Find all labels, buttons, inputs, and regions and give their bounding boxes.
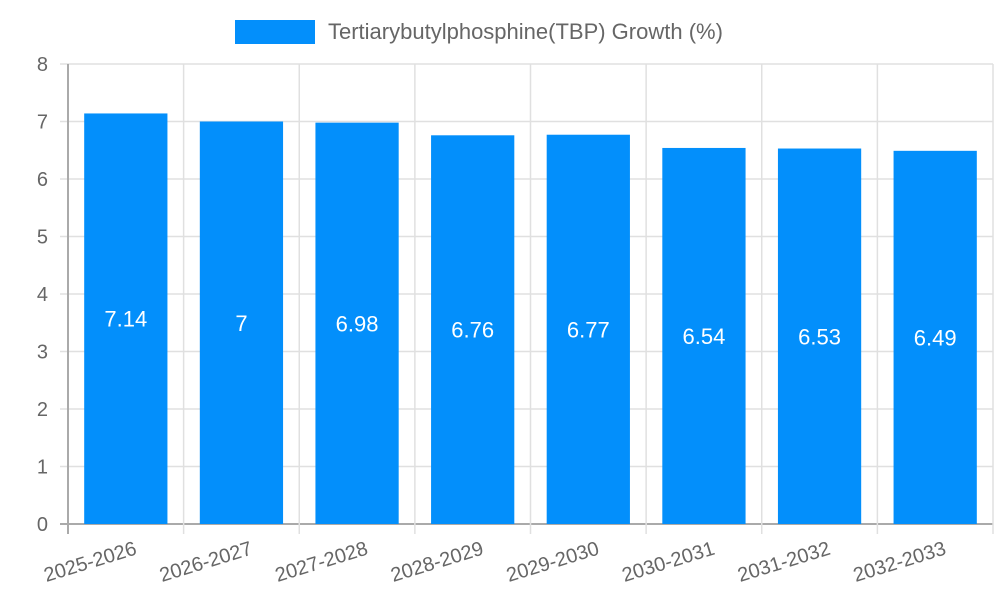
bar[interactable] <box>546 134 630 524</box>
x-tick-label: 2031-2032 <box>735 538 833 587</box>
y-tick-label: 8 <box>37 54 48 76</box>
y-tick-label: 5 <box>37 227 48 249</box>
bar-value-label: 7.14 <box>104 307 147 332</box>
bar-value-label: 6.77 <box>567 317 610 342</box>
x-tick-label: 2027-2028 <box>273 538 371 587</box>
y-tick-label: 1 <box>37 457 48 479</box>
bar-value-label: 6.54 <box>683 324 726 349</box>
bar-value-label: 6.49 <box>914 325 957 350</box>
x-tick-label: 2032-2033 <box>851 538 949 587</box>
bar[interactable] <box>315 122 399 525</box>
y-tick-label: 6 <box>37 169 48 191</box>
bar-value-label: 6.76 <box>451 318 494 343</box>
legend[interactable]: Tertiarybutylphosphine(TBP) Growth (%) <box>235 19 723 45</box>
legend-swatch <box>235 20 315 44</box>
bar[interactable] <box>431 135 515 525</box>
bar[interactable] <box>662 147 746 524</box>
x-tick-label: 2029-2030 <box>504 538 602 587</box>
y-tick-label: 3 <box>37 342 48 364</box>
y-tick-label: 7 <box>37 112 48 134</box>
bar[interactable] <box>199 121 284 525</box>
bar[interactable] <box>893 150 977 524</box>
x-tick-label: 2026-2027 <box>157 538 255 587</box>
bar-value-label: 6.98 <box>336 311 379 336</box>
legend-label: Tertiarybutylphosphine(TBP) Growth (%) <box>328 19 723 44</box>
x-tick-label: 2028-2029 <box>388 538 486 587</box>
x-tick-label: 2025-2026 <box>41 538 139 587</box>
x-tick-label: 2030-2031 <box>619 538 717 587</box>
y-tick-label: 0 <box>37 514 48 536</box>
bar[interactable] <box>84 113 168 524</box>
bar[interactable] <box>777 148 862 524</box>
bar-value-label: 7 <box>235 311 247 336</box>
y-tick-label: 2 <box>37 399 48 421</box>
bar-value-label: 6.53 <box>798 324 841 349</box>
y-tick-label: 4 <box>37 284 48 306</box>
